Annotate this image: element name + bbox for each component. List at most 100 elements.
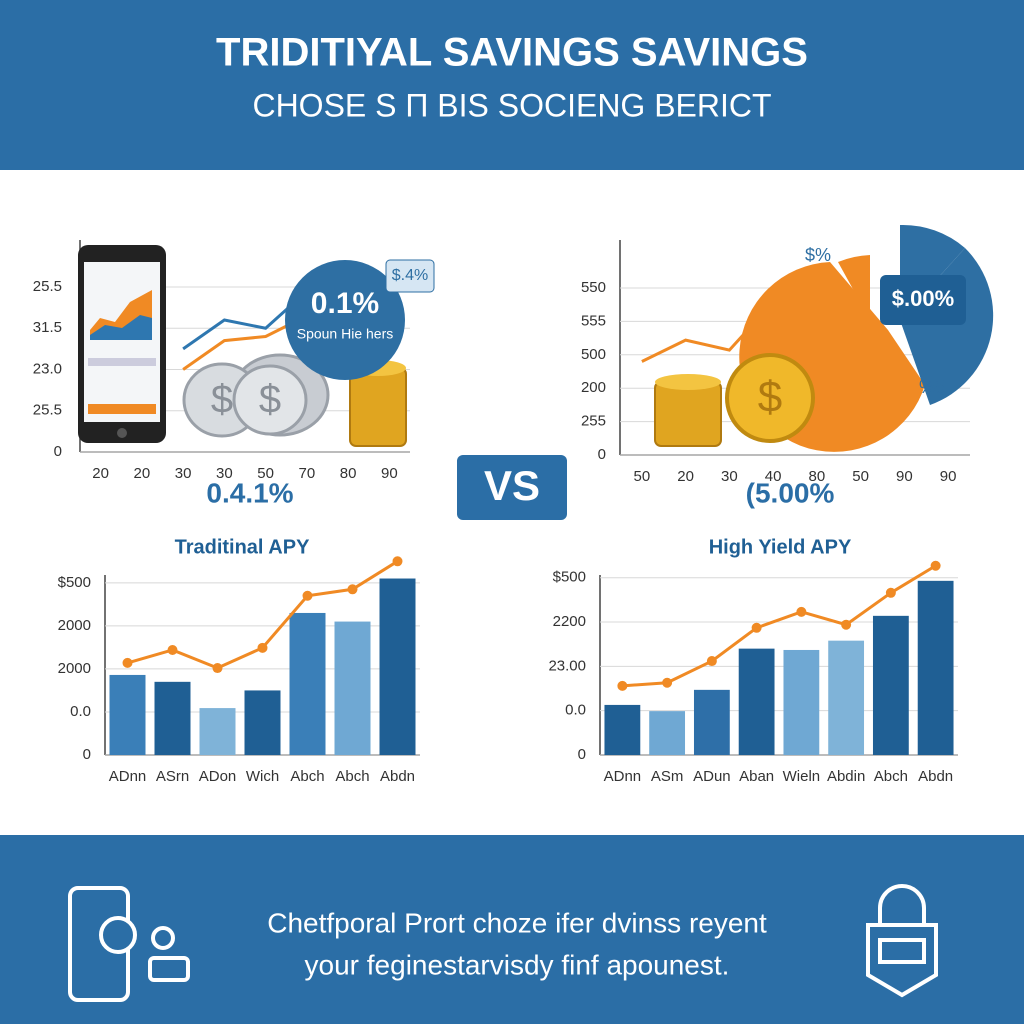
line-point: [841, 619, 852, 630]
x-tick-label: 30: [175, 465, 192, 482]
y-tick-label: 23.00: [548, 657, 586, 674]
phone: [78, 245, 166, 443]
rate-label: 0.4.1%: [206, 477, 293, 508]
vs-text: VS: [484, 462, 540, 509]
x-tick-label: Abdn: [380, 768, 415, 785]
y-tick-label: $500: [58, 574, 91, 591]
chart-title: Traditinal APY: [175, 536, 311, 558]
bar: [199, 708, 236, 755]
line: [622, 564, 937, 688]
x-tick-label: ADon: [199, 768, 237, 785]
y-tick-label: 255: [581, 413, 606, 430]
line-point: [212, 663, 223, 674]
bar: [649, 711, 686, 755]
x-tick-label: 20: [134, 465, 151, 482]
vs-badge: [457, 455, 567, 520]
y-tick-label: 0: [83, 746, 91, 763]
x-tick-label: ASm: [651, 768, 684, 785]
line-point: [930, 560, 941, 571]
x-tick-label: Abdin: [827, 768, 865, 785]
lock-icon: [866, 884, 938, 998]
x-tick-label: 90: [940, 468, 957, 485]
y-tick-label: 550: [581, 279, 606, 296]
bar: [693, 689, 730, 755]
x-tick-label: Abch: [290, 768, 324, 785]
y-tick-label: $500: [553, 569, 586, 586]
line-point: [796, 606, 807, 617]
y-tick-label: 25.5: [33, 402, 62, 419]
line-point: [751, 622, 762, 633]
line-point: [885, 587, 896, 598]
pie-callout: [880, 275, 966, 325]
pie-note: %5: [919, 377, 945, 397]
bar: [244, 690, 281, 755]
x-tick-label: ASrn: [156, 768, 189, 785]
pie-note: $%: [805, 245, 831, 265]
x-tick-label: Abch: [874, 768, 908, 785]
phone-icon: [68, 886, 190, 1002]
subtitle: CHOSE S П BIS SOCIENG BERICT: [252, 87, 771, 123]
bubble: [285, 260, 405, 380]
line-point: [392, 556, 403, 567]
y-tick-label: 0: [578, 746, 586, 763]
bar: [828, 640, 865, 755]
y-tick-label: 555: [581, 312, 606, 329]
x-tick-label: 70: [299, 465, 316, 482]
bar: [109, 674, 146, 755]
x-tick-label: 80: [809, 468, 826, 485]
bubble-text: Spoun Hie hers: [297, 326, 394, 342]
y-tick-label: 23.0: [33, 360, 62, 377]
x-tick-label: Abch: [335, 768, 369, 785]
x-tick-label: 30: [216, 465, 233, 482]
y-tick-label: 0.0: [565, 702, 586, 719]
footer-text: your feginestarvisdy finf apounest.: [305, 949, 730, 980]
y-tick-label: 200: [581, 379, 606, 396]
bar: [783, 649, 820, 755]
x-tick-label: Aban: [739, 768, 774, 785]
pie-value: $.00%: [892, 286, 954, 311]
bubble-value: 0.1%: [311, 287, 379, 320]
y-tick-label: 500: [581, 346, 606, 363]
rate-label: (5.00%: [746, 477, 835, 508]
x-tick-label: 90: [381, 465, 398, 482]
x-tick-label: ADnn: [604, 768, 642, 785]
bar: [872, 615, 909, 755]
chart-title: High Yield APY: [709, 536, 852, 558]
gold-coins: $: [654, 353, 815, 447]
x-tick-label: 20: [92, 465, 109, 482]
callout: [385, 259, 435, 293]
bar: [154, 681, 191, 755]
bar: [738, 648, 775, 755]
x-tick-label: Wieln: [783, 768, 821, 785]
y-tick-label: 2200: [553, 613, 586, 630]
bar: [289, 612, 326, 755]
bar: [379, 578, 416, 755]
x-tick-label: 90: [896, 468, 913, 485]
line-point: [662, 677, 673, 688]
line-point: [167, 644, 178, 655]
y-tick-label: 2000: [58, 660, 91, 677]
y-tick-label: 0.0: [70, 703, 91, 720]
svg-text:$: $: [259, 378, 281, 422]
x-tick-label: Wich: [246, 768, 279, 785]
line-point: [257, 642, 268, 653]
x-tick-label: ADun: [693, 768, 731, 785]
y-tick-label: 25.5: [33, 278, 62, 295]
title: TRIDITIYAL SAVINGS SAVINGS: [216, 31, 808, 75]
y-tick-label: 2000: [58, 617, 91, 634]
svg-text:$: $: [211, 378, 233, 422]
x-tick-label: 20: [677, 468, 694, 485]
line-point: [347, 584, 358, 595]
x-tick-label: 30: [721, 468, 738, 485]
svg-text:$: $: [758, 373, 782, 422]
callout-text: $.4%: [392, 267, 428, 284]
bar: [604, 704, 641, 755]
x-tick-label: 80: [340, 465, 357, 482]
x-tick-label: 50: [257, 465, 274, 482]
x-tick-label: Abdn: [918, 768, 953, 785]
line-point: [122, 657, 133, 668]
x-tick-label: 40: [765, 468, 782, 485]
bar: [334, 621, 371, 755]
footer-text: Chetfporal Prort choze ifer dvinss reyen…: [267, 907, 767, 938]
x-tick-label: 50: [634, 468, 651, 485]
